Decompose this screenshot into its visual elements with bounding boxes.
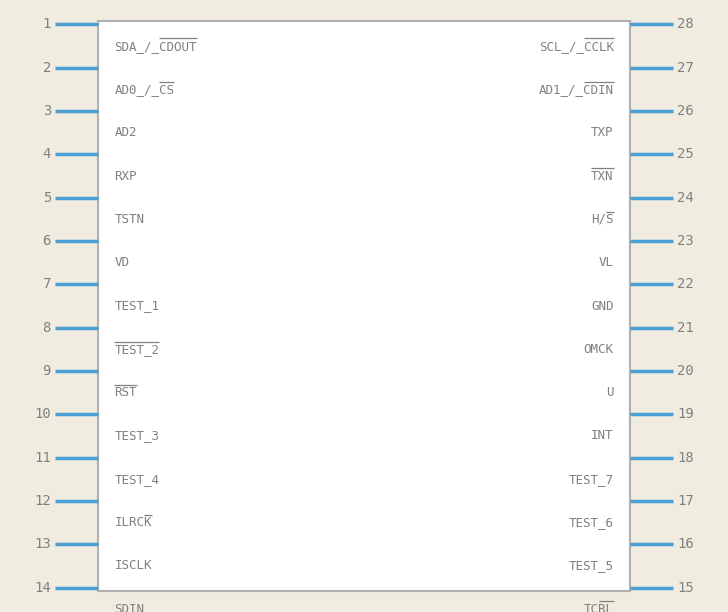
Text: H/S: H/S [591,213,614,226]
Text: AD2: AD2 [114,126,137,140]
Text: 4: 4 [42,147,51,162]
Text: TEST_1: TEST_1 [114,299,159,313]
Text: ISCLK: ISCLK [114,559,152,572]
Text: 17: 17 [677,494,694,508]
Text: OMCK: OMCK [584,343,614,356]
Text: VL: VL [598,256,614,269]
Text: RXP: RXP [114,170,137,182]
Text: TXN: TXN [591,170,614,182]
Text: TXP: TXP [591,126,614,140]
Text: 23: 23 [677,234,694,248]
Text: INT: INT [591,430,614,442]
Text: GND: GND [591,299,614,313]
Text: 22: 22 [677,277,694,291]
Text: RST: RST [114,386,137,399]
Text: 25: 25 [677,147,694,162]
Text: 12: 12 [34,494,51,508]
Text: TEST_4: TEST_4 [114,472,159,486]
Text: ILRCK: ILRCK [114,516,152,529]
Text: 21: 21 [677,321,694,335]
Text: VD: VD [114,256,130,269]
Text: U: U [606,386,614,399]
Text: 13: 13 [34,537,51,551]
Text: SCL_/_CCLK: SCL_/_CCLK [539,40,614,53]
Text: TEST_3: TEST_3 [114,430,159,442]
Text: 8: 8 [42,321,51,335]
Text: TEST_2: TEST_2 [114,343,159,356]
Text: TSTN: TSTN [114,213,144,226]
Text: TEST_7: TEST_7 [569,472,614,486]
Text: TEST_6: TEST_6 [569,516,614,529]
Text: 9: 9 [42,364,51,378]
Text: 14: 14 [34,581,51,594]
Text: AD0_/_CS: AD0_/_CS [114,83,174,96]
Text: 16: 16 [677,537,694,551]
Bar [98,21,630,591]
Text: AD1_/_CDIN: AD1_/_CDIN [539,83,614,96]
Text: 15: 15 [677,581,694,594]
Text: 24: 24 [677,191,694,205]
Text: 11: 11 [34,450,51,465]
Text: TCBL: TCBL [584,603,614,612]
Text: 6: 6 [42,234,51,248]
Text: 26: 26 [677,104,694,118]
Text: SDA_/_CDOUT: SDA_/_CDOUT [114,40,197,53]
Text: 7: 7 [42,277,51,291]
Text: 5: 5 [42,191,51,205]
Text: 18: 18 [677,450,694,465]
Text: 28: 28 [677,18,694,31]
Text: SDIN: SDIN [114,603,144,612]
Text: 19: 19 [677,407,694,421]
Text: 10: 10 [34,407,51,421]
Text: 2: 2 [42,61,51,75]
Text: 20: 20 [677,364,694,378]
Text: TEST_5: TEST_5 [569,559,614,572]
Text: 27: 27 [677,61,694,75]
Text: 1: 1 [42,18,51,31]
Text: 3: 3 [42,104,51,118]
